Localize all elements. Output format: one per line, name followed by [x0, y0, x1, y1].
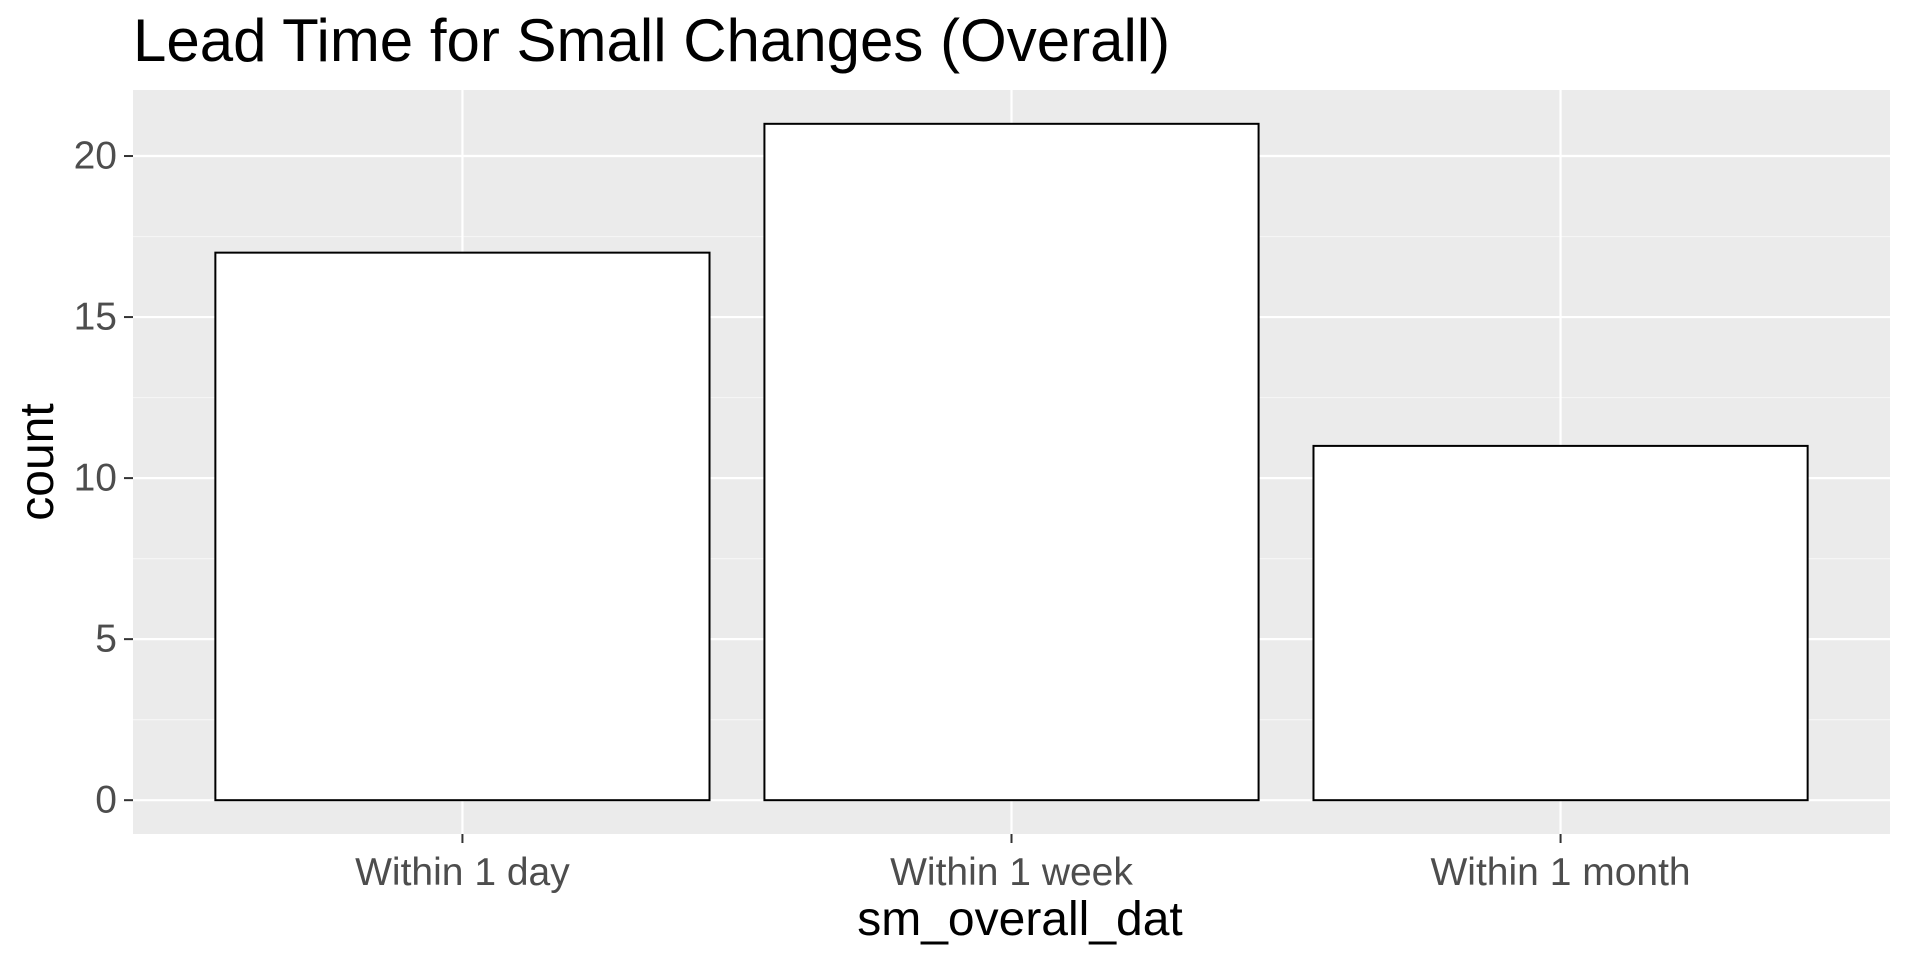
- chart-title: Lead Time for Small Changes (Overall): [133, 7, 1170, 74]
- x-tick-label: Within 1 month: [1431, 851, 1691, 894]
- y-tick-label: 5: [95, 618, 117, 661]
- bar: [763, 122, 1260, 802]
- y-axis: 0 5 10 15 20: [74, 135, 133, 822]
- x-tick-label: Within 1 week: [890, 851, 1133, 894]
- bar: [1312, 444, 1809, 802]
- x-axis-title: sm_overall_dat: [857, 893, 1183, 946]
- y-axis-title: count: [11, 403, 64, 520]
- x-axis: Within 1 day Within 1 week Within 1 month: [355, 834, 1691, 894]
- x-tick-label: Within 1 day: [355, 851, 570, 894]
- bar: [214, 251, 711, 802]
- bars: [214, 122, 1809, 802]
- y-tick-label: 0: [95, 779, 117, 822]
- y-tick-label: 10: [74, 457, 117, 500]
- y-tick-label: 20: [74, 135, 117, 178]
- y-tick-label: 15: [74, 296, 117, 339]
